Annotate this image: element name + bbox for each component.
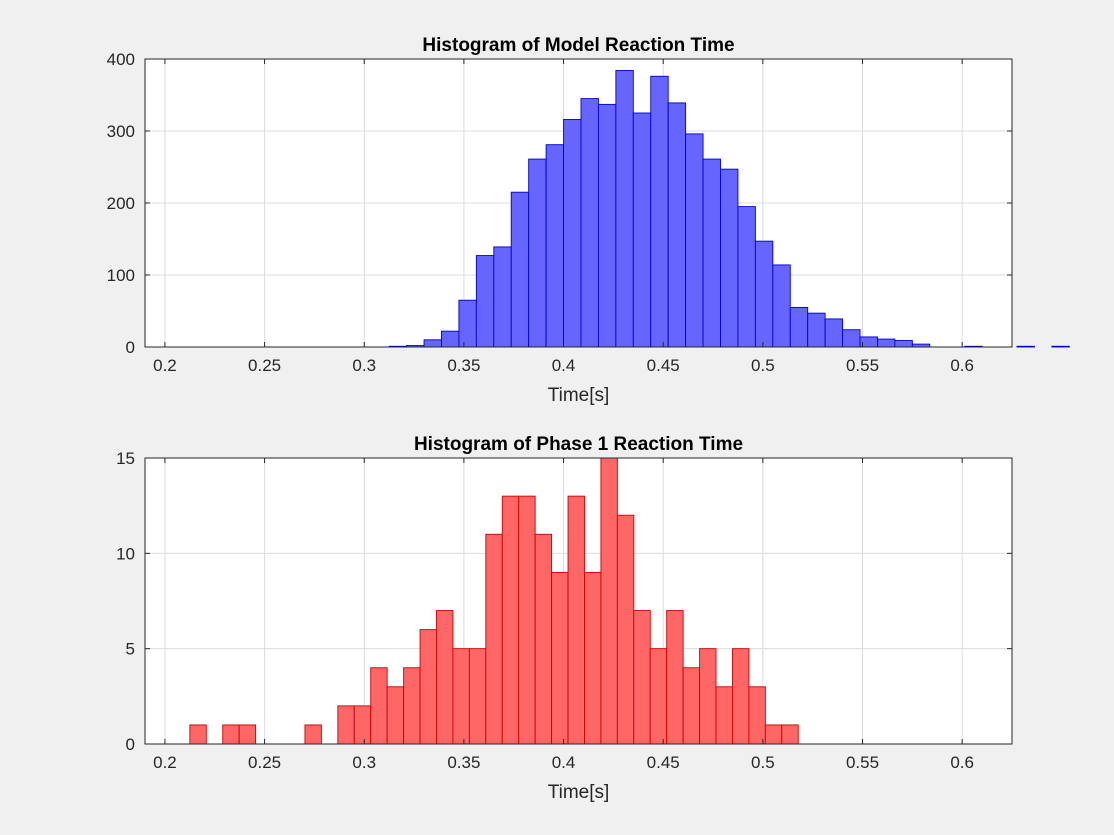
chart2-ytick-label: 5 <box>126 640 135 659</box>
chart1-bar <box>510 191 530 348</box>
chart2-bar <box>337 705 355 745</box>
chart2-bar <box>781 724 799 745</box>
chart2-title: Histogram of Phase 1 Reaction Time <box>414 434 743 455</box>
chart1-title: Histogram of Model Reaction Time <box>422 35 734 56</box>
chart1-ytick-label: 0 <box>126 338 135 357</box>
chart2-xtick-label: 0.45 <box>647 753 680 772</box>
chart1-xtick-label: 0.5 <box>751 356 775 375</box>
chart1-bar <box>423 339 442 348</box>
chart1-bar <box>685 133 704 348</box>
chart2-bar <box>468 648 487 745</box>
chart1-bar <box>807 312 826 348</box>
chart2-xtick-label: 0.6 <box>950 753 974 772</box>
chart1-ytick-label: 300 <box>107 122 135 141</box>
chart1-bar <box>824 318 844 348</box>
chart2-bar <box>584 571 602 745</box>
chart1-ytick-label: 400 <box>107 50 135 69</box>
chart1-bar <box>615 70 634 348</box>
chart1-xtick-label: 0.25 <box>248 356 281 375</box>
chart2-bar <box>764 724 783 745</box>
chart1-bar <box>772 264 791 348</box>
chart2-xtick-label: 0.35 <box>447 753 480 772</box>
chart2-bar <box>551 571 569 745</box>
chart2-bar <box>222 724 240 745</box>
chart2-axis-box <box>144 457 1013 745</box>
chart2-bar <box>370 667 388 745</box>
chart1-xtick-label: 0.45 <box>647 356 680 375</box>
chart1-bar <box>894 340 913 348</box>
chart1-bar <box>877 338 896 348</box>
chart1-xtick-label: 0.35 <box>447 356 480 375</box>
chart2-bar <box>567 495 585 745</box>
chart2-bar <box>748 686 766 745</box>
chart2-bar <box>682 667 701 745</box>
chart2-bar <box>403 667 421 745</box>
chart2-ytick-label: 0 <box>126 735 135 754</box>
chart2-xtick-label: 0.55 <box>846 753 879 772</box>
chart2-xtick-label: 0.4 <box>552 753 576 772</box>
chart2-bar <box>189 724 207 745</box>
chart1-axes: 0.2 0.25 0.3 0.35 0.4 0.45 0.5 0.55 0.6 0 100 200 30… <box>107 35 1070 406</box>
chart1-bar <box>632 112 652 348</box>
chart2-bar <box>715 686 733 745</box>
chart1-bar <box>720 168 739 348</box>
chart1-ytick-label: 100 <box>107 266 135 285</box>
chart1-bar <box>545 144 565 348</box>
chart1-bar <box>737 206 756 348</box>
chart2-bar <box>633 610 651 745</box>
chart2-bar <box>649 648 668 745</box>
chart2-bar <box>534 533 553 745</box>
chart2-ytick-label: 15 <box>116 449 135 468</box>
chart2-bar <box>699 648 717 745</box>
chart1-bar <box>458 299 477 348</box>
chart1-bar <box>580 98 599 348</box>
chart2-xtick-label: 0.5 <box>751 753 775 772</box>
chart2-bar <box>436 610 454 745</box>
chart2-bar <box>353 705 372 745</box>
chart2-bar <box>666 610 684 745</box>
chart1-bar <box>650 75 669 348</box>
chart2-bar <box>485 533 503 745</box>
chart2-bar <box>501 495 520 745</box>
chart2-bar <box>600 457 618 745</box>
chart1-xlabel: Time[s] <box>548 385 610 406</box>
chart2-xtick-label: 0.3 <box>352 753 376 772</box>
chart2-bar <box>419 629 437 745</box>
chart1-xtick-label: 0.55 <box>846 356 879 375</box>
chart2-bar <box>238 724 257 745</box>
chart2-xtick-label: 0.25 <box>248 753 281 772</box>
chart1-bar <box>702 158 721 348</box>
chart2-xtick-label: 0.2 <box>153 753 177 772</box>
chart1-bar <box>528 158 547 348</box>
chart1-bar <box>1051 345 1070 348</box>
chart2-xlabel: Time[s] <box>548 782 610 803</box>
chart1-bar <box>493 246 512 348</box>
chart1-bar <box>475 255 495 348</box>
chart2-bar <box>732 648 750 745</box>
chart2-bar <box>616 514 635 745</box>
chart1-bar <box>667 102 687 348</box>
chart2-bar <box>304 724 322 745</box>
chart1-bar <box>754 240 774 348</box>
chart2-bar <box>386 686 405 745</box>
chart2-ytick-label: 10 <box>116 544 135 563</box>
chart1-xtick-label: 0.4 <box>552 356 576 375</box>
chart1-bar <box>1016 345 1035 348</box>
chart1-bar <box>441 330 460 348</box>
chart2-bar <box>518 495 536 745</box>
chart1-bar <box>597 103 617 348</box>
chart1-bar <box>563 119 582 348</box>
chart2-axes: 0.2 0.25 0.3 0.35 0.4 0.45 0.5 0.55 0.6 0 5 10 15 His… <box>116 434 1013 803</box>
chart1-bar <box>789 306 809 348</box>
chart1-xtick-label: 0.2 <box>153 356 177 375</box>
chart1-bar <box>842 329 861 348</box>
chart1-xtick-label: 0.6 <box>950 356 974 375</box>
chart1-xtick-label: 0.3 <box>352 356 376 375</box>
chart2-bar <box>452 648 470 745</box>
chart1-ytick-label: 200 <box>107 194 135 213</box>
